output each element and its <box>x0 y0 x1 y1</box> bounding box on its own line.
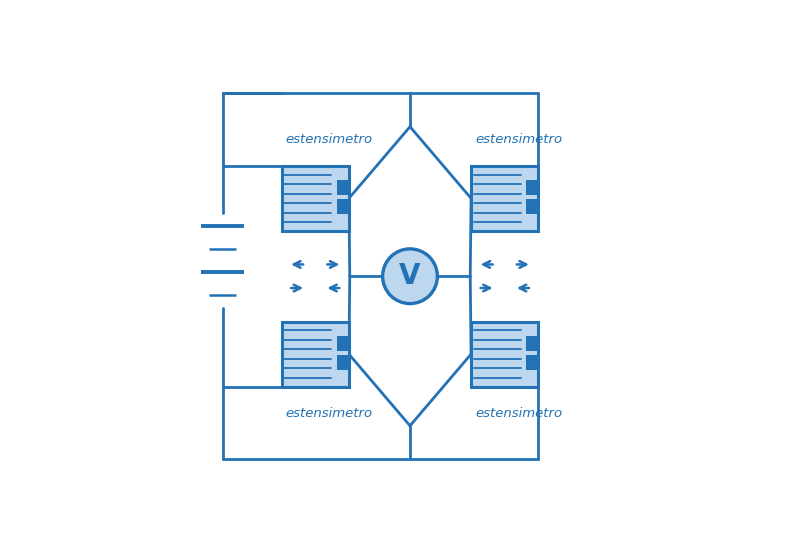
Text: V: V <box>399 262 421 290</box>
Bar <box>282 322 349 387</box>
Text: estensimetro: estensimetro <box>286 406 373 420</box>
Bar <box>526 355 537 370</box>
Bar <box>526 199 537 214</box>
Bar <box>282 166 349 231</box>
Bar <box>526 180 537 195</box>
Bar <box>337 199 348 214</box>
Bar <box>337 336 348 351</box>
Ellipse shape <box>382 249 438 304</box>
Bar <box>526 336 537 351</box>
Text: estensimetro: estensimetro <box>475 406 562 420</box>
Bar <box>471 322 538 387</box>
Bar <box>337 180 348 195</box>
Text: estensimetro: estensimetro <box>475 133 562 146</box>
Bar <box>337 355 348 370</box>
Bar <box>471 166 538 231</box>
Text: estensimetro: estensimetro <box>286 133 373 146</box>
